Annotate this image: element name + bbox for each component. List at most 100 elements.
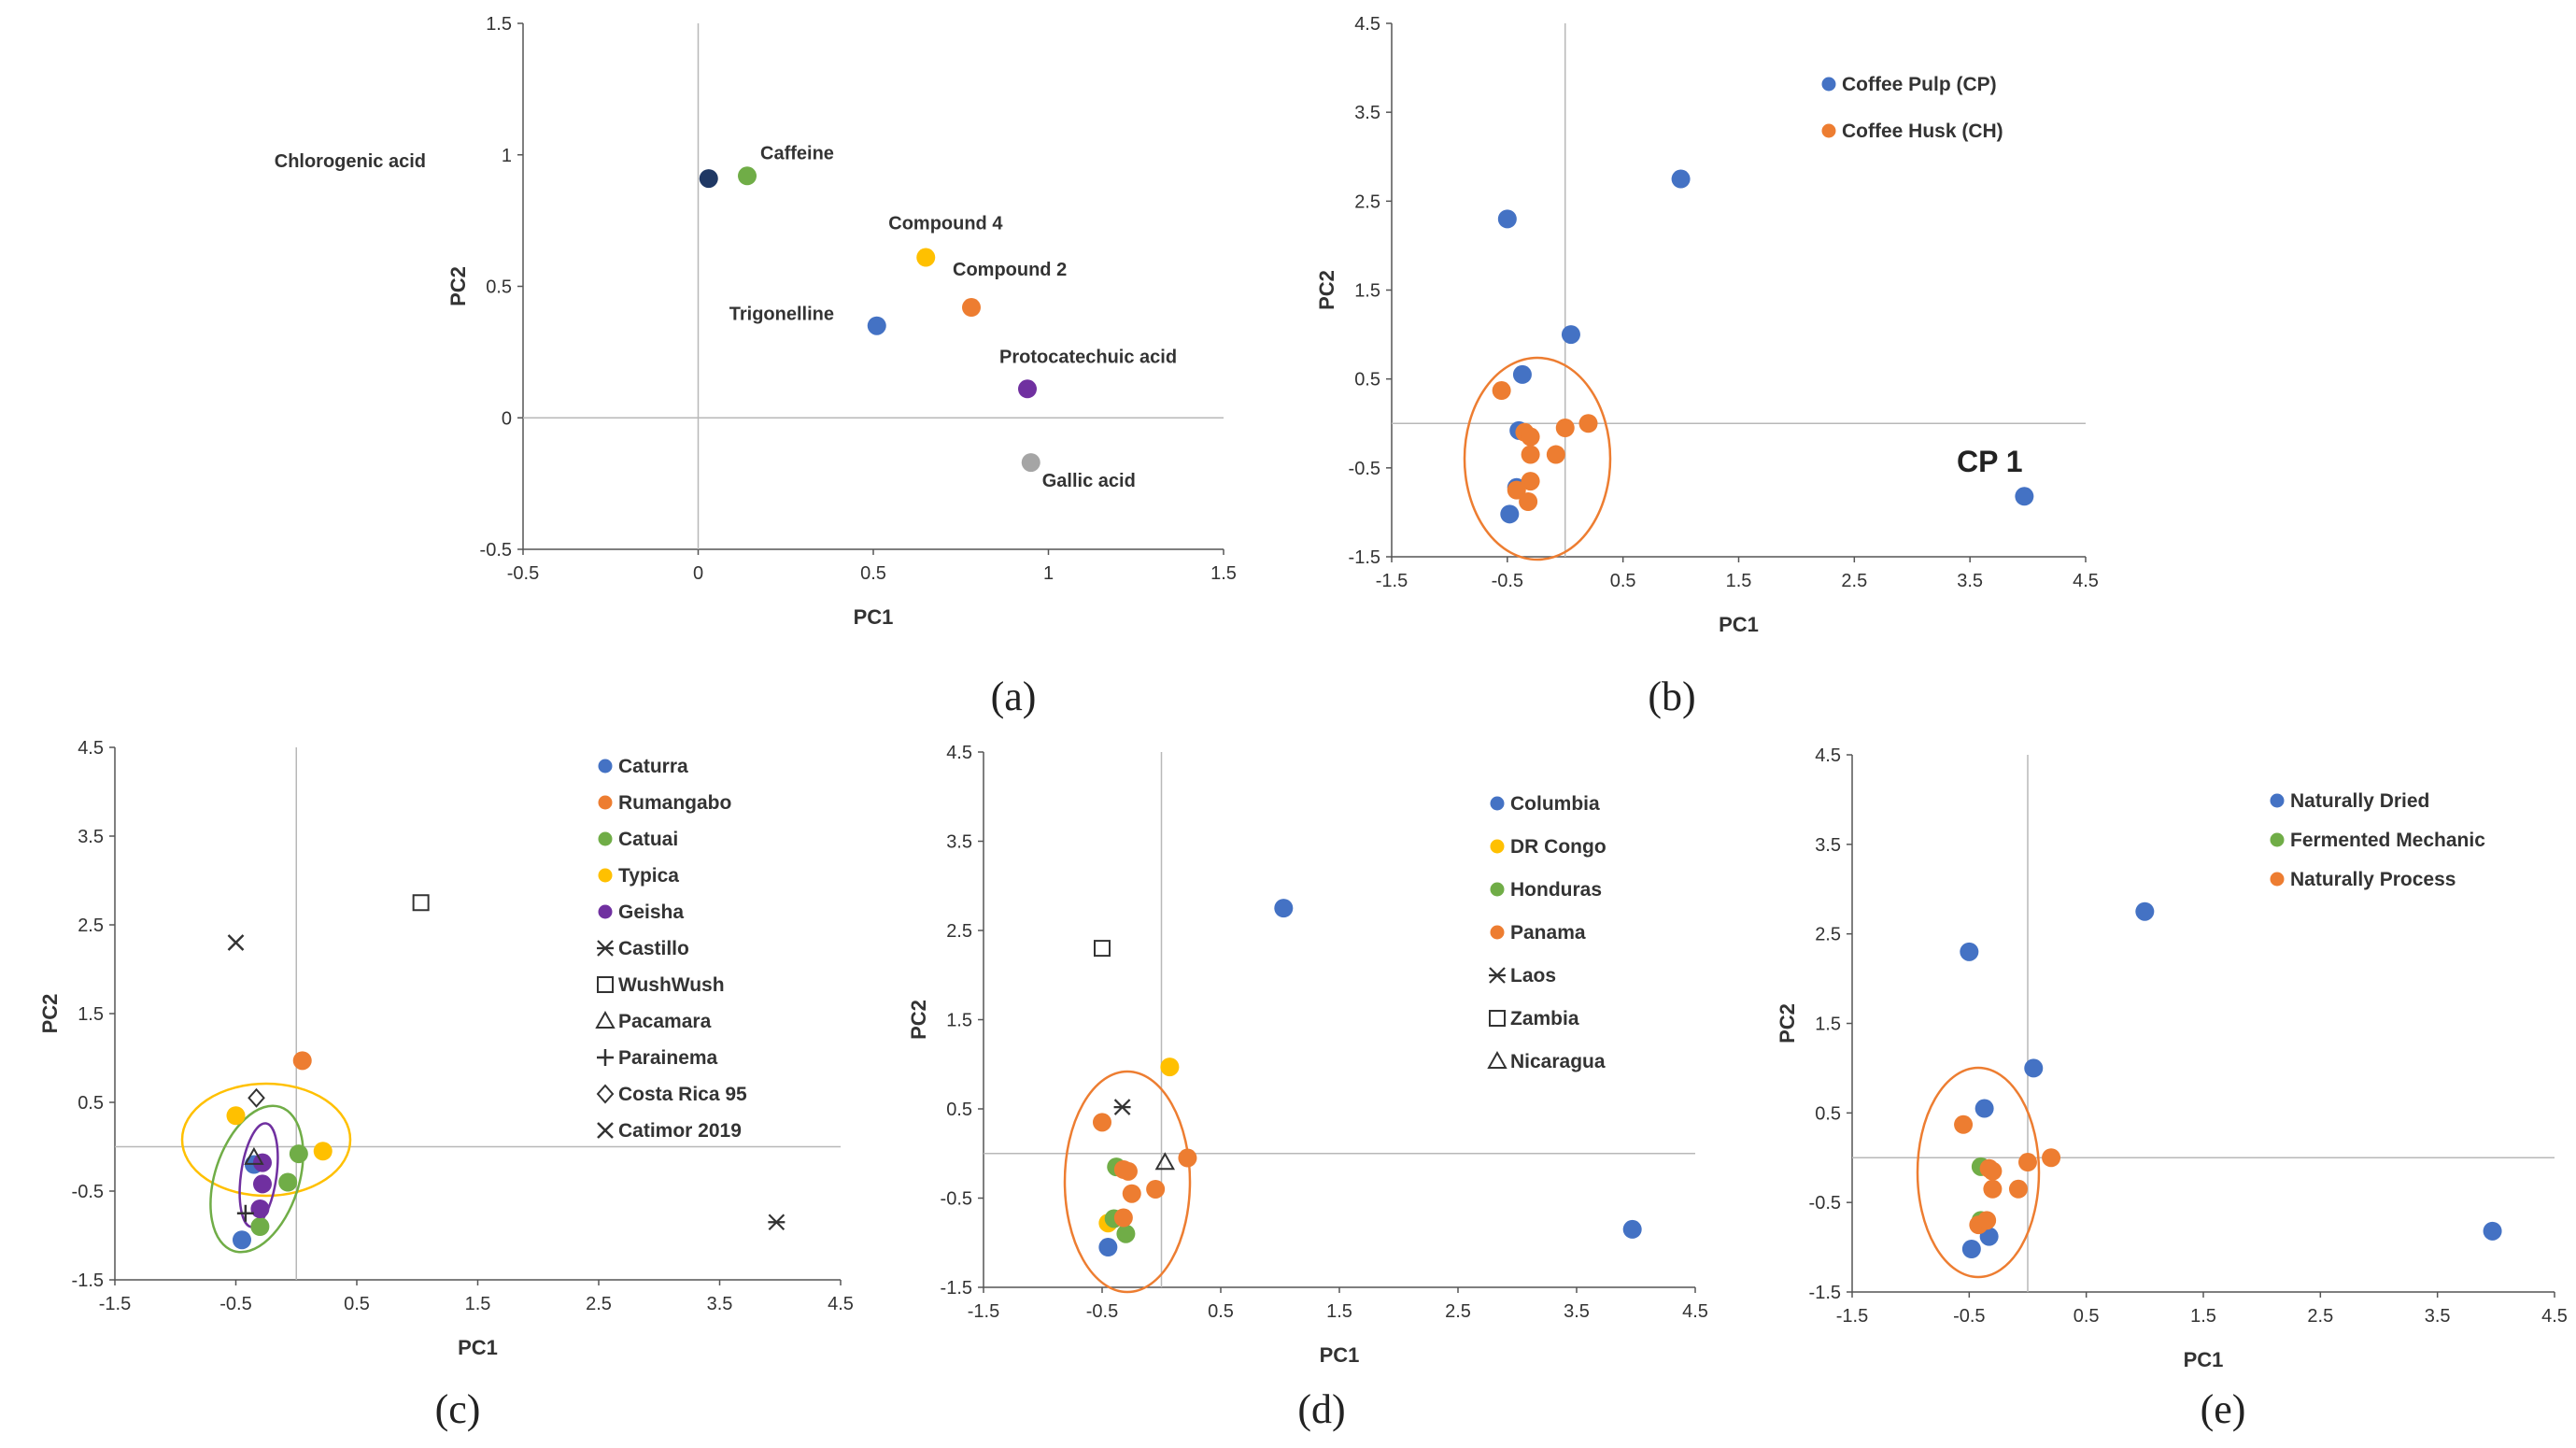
axes-frame: [114, 747, 841, 1281]
y-axis-label: PC2: [1776, 1003, 1799, 1043]
y-tick-label: 1.5: [1815, 1015, 1841, 1035]
chart-panel-b: -1.5 -0.5 0.5 1.5 2.5 3.5 4.5 -1.5 -0.5 0.5 1.5 2.5…: [1315, 14, 2099, 719]
y-tick-label: 3.5: [1815, 835, 1841, 856]
x-tick-label: 3.5: [1957, 571, 1983, 591]
y-axis-label: PC2: [907, 1000, 930, 1040]
legend-marker: [2270, 832, 2285, 847]
legend-label: Pacamara: [618, 1011, 712, 1032]
legend-marker: [598, 759, 613, 774]
cluster-ellipse: [1916, 1066, 2041, 1279]
y-tick-label: 0.5: [946, 1100, 972, 1120]
x-tick-label: 2.5: [1445, 1301, 1471, 1322]
data-point: [2135, 901, 2155, 921]
y-tick-label: 0: [502, 408, 512, 429]
y-tick-label: 2.5: [1815, 925, 1841, 945]
legend-marker: [597, 1122, 614, 1139]
data-point: [250, 1200, 270, 1218]
y-axis-label: PC2: [446, 266, 470, 306]
x-tick-label: -0.5: [1492, 571, 1523, 591]
legend-label: Columbia: [1510, 793, 1600, 815]
y-tick-label: -0.5: [941, 1189, 972, 1210]
legend-marker: [597, 940, 614, 957]
data-point: [1546, 445, 1565, 464]
data-point: [250, 1217, 270, 1236]
x-tick-label: 0.5: [1610, 571, 1636, 591]
x-tick-label: -0.5: [1953, 1306, 1985, 1327]
panel-label: (d): [1297, 1386, 1345, 1432]
chart-panel-d: -1.5 -0.5 0.5 1.5 2.5 3.5 4.5 -1.5 -0.5 0.5 1.5 2.5…: [907, 743, 1708, 1432]
data-point: [289, 1144, 308, 1164]
data-point: [1118, 1161, 1138, 1181]
data-point: [1974, 1099, 1994, 1118]
data-point: [1146, 1179, 1166, 1199]
legend-label: Nicaragua: [1510, 1051, 1606, 1072]
x-tick-label: 4.5: [1682, 1301, 1708, 1322]
legend-marker: [1489, 967, 1506, 984]
data-point: [1154, 1152, 1176, 1171]
y-tick-label: -1.5: [1349, 547, 1380, 568]
data-point: [1512, 364, 1532, 384]
y-tick-label: 1.5: [486, 14, 512, 35]
cluster-ellipse: [1463, 356, 1612, 561]
legend-label: Coffee Pulp (CP): [1842, 74, 1997, 95]
y-tick-label: -0.5: [1809, 1193, 1841, 1214]
panel-label: (e): [2201, 1386, 2246, 1432]
legend-label: Typica: [618, 865, 679, 887]
y-tick-label: -1.5: [1809, 1283, 1841, 1303]
legend-marker: [598, 904, 613, 919]
legend-label: Laos: [1510, 965, 1556, 987]
y-axis-label: PC2: [1315, 270, 1338, 310]
x-axis-label: PC1: [1320, 1343, 1360, 1367]
legend-marker: [1490, 925, 1505, 940]
x-axis-label: PC1: [854, 605, 894, 629]
data-point: [2042, 1148, 2061, 1168]
legend-label: Honduras: [1510, 879, 1602, 901]
data-point: [1093, 1113, 1111, 1132]
data-point: [1160, 1058, 1180, 1077]
data-point: [1961, 1240, 1981, 1258]
data-point: [867, 316, 886, 335]
y-tick-label: 1.5: [78, 1004, 104, 1025]
x-tick-label: -1.5: [968, 1301, 999, 1322]
legend-marker: [1821, 77, 1836, 92]
x-tick-label: 1.5: [1726, 571, 1752, 591]
legend-marker: [598, 831, 613, 846]
legend-label: Catuai: [618, 829, 678, 850]
data-point: [738, 166, 757, 186]
y-tick-label: 1.5: [946, 1011, 972, 1031]
y-tick-label: 4.5: [946, 743, 972, 763]
annotation-label: CP 1: [1957, 445, 2023, 478]
legend-label: Geisha: [618, 901, 684, 923]
legend-marker: [2270, 793, 2285, 808]
y-tick-label: -0.5: [1349, 459, 1380, 479]
chart-panel-a: -0.5 0 0.5 1 1.5 -0.5 0 0.5 1 1.5 PC1 PC2 Chlorogeni…: [275, 14, 1237, 719]
y-tick-label: 0.5: [1815, 1103, 1841, 1124]
data-point: [2024, 1058, 2044, 1078]
legend-label: Naturally Process: [2290, 869, 2456, 890]
x-axis-label: PC1: [2184, 1348, 2224, 1371]
x-tick-label: 0.5: [860, 563, 886, 584]
y-tick-label: -1.5: [941, 1278, 972, 1299]
y-tick-label: 0.5: [486, 277, 512, 298]
data-point: [1578, 414, 1598, 433]
data-point: [1507, 480, 1526, 500]
y-tick-label: 3.5: [78, 827, 104, 847]
y-tick-label: 1: [502, 146, 512, 166]
data-point: [1018, 379, 1037, 399]
legend-label: WushWush: [618, 974, 725, 996]
x-tick-label: 1: [1043, 563, 1054, 584]
x-tick-label: 2.5: [586, 1294, 612, 1314]
data-point: [1098, 1238, 1118, 1257]
x-tick-label: 4.5: [828, 1294, 854, 1314]
x-tick-label: 4.5: [2541, 1306, 2568, 1327]
legend-marker: [597, 1049, 614, 1066]
y-tick-label: 0.5: [78, 1093, 104, 1114]
chart-panel-e: -1.5 -0.5 0.5 1.5 2.5 3.5 4.5 -1.5 -0.5 0.5 1.5 2.5…: [1776, 745, 2568, 1432]
data-point: [1492, 381, 1511, 401]
legend-marker: [595, 1010, 616, 1029]
cluster-ellipse: [209, 1104, 304, 1254]
data-point: [1954, 1114, 1974, 1134]
legend-marker: [598, 795, 613, 810]
data-point: [1521, 427, 1540, 447]
data-point: [412, 894, 430, 912]
